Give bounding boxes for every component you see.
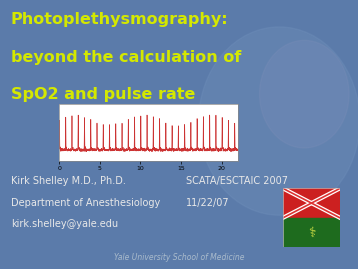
Text: ⚕: ⚕ (308, 226, 315, 240)
Text: Kirk Shelley M.D., Ph.D.: Kirk Shelley M.D., Ph.D. (11, 176, 126, 186)
Text: beyond the calculation of: beyond the calculation of (11, 50, 241, 65)
Ellipse shape (199, 27, 358, 215)
Text: Yale University School of Medicine: Yale University School of Medicine (114, 253, 244, 262)
Text: kirk.shelley@yale.edu: kirk.shelley@yale.edu (11, 219, 118, 229)
Text: SCATA/ESCTAIC 2007: SCATA/ESCTAIC 2007 (186, 176, 288, 186)
Text: Department of Anesthesiology: Department of Anesthesiology (11, 198, 160, 208)
Text: 11/22/07: 11/22/07 (186, 198, 230, 208)
Ellipse shape (260, 40, 349, 148)
Text: SpO2 and pulse rate: SpO2 and pulse rate (11, 87, 195, 102)
Bar (283, 218, 340, 247)
Bar (283, 188, 340, 218)
Text: Photoplethysmography:: Photoplethysmography: (11, 12, 228, 27)
